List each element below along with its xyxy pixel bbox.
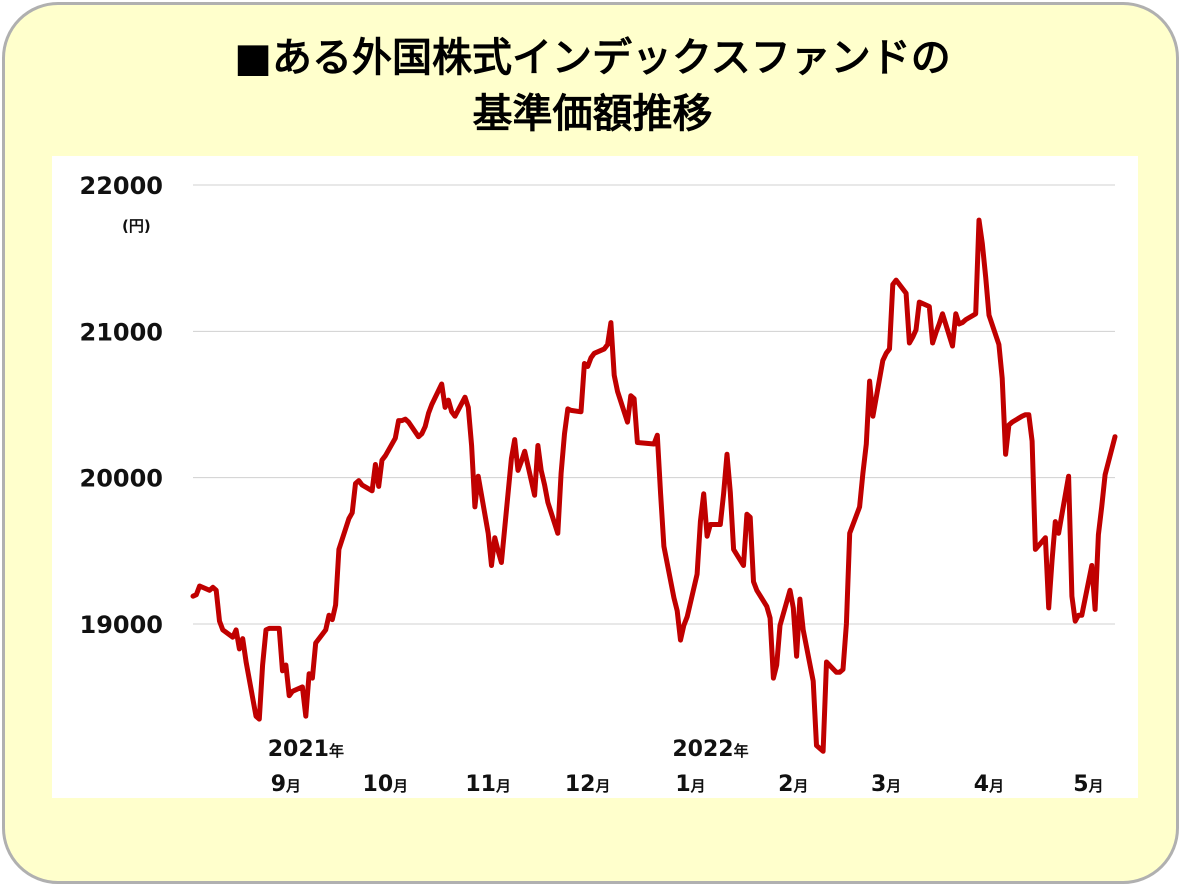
x-tick-label: 2月 [778, 772, 808, 797]
x-tick-label: 10月 [363, 772, 409, 797]
x-tick-label: 12月 [565, 772, 611, 797]
series-line [190, 217, 1118, 754]
gridlines [193, 184, 1115, 625]
x-year-label: 2021年 [268, 737, 344, 762]
y-axis-unit-label: (円) [122, 217, 151, 235]
y-tick-label: 22000 [80, 172, 164, 200]
y-axis-ticks: 19000 20000 21000 22000 [80, 172, 164, 639]
x-tick-label: 1月 [675, 772, 705, 797]
x-tick-label: 4月 [974, 772, 1004, 797]
y-tick-label: 19000 [80, 611, 164, 639]
x-tick-label: 5月 [1073, 772, 1103, 797]
y-tick-label: 21000 [80, 318, 164, 346]
series-group [190, 217, 1118, 754]
chart-title: ■ある外国株式インデックスファンドの 基準価額推移 [0, 30, 1185, 142]
y-tick-label: 20000 [80, 465, 164, 493]
x-tick-label: 9月 [271, 772, 301, 797]
x-axis-ticks: 9月 2021年 10月 11月 12月 1月 2022年 2月 3月 4月 5月 [268, 737, 1104, 797]
chart-title-line-2: 基準価額推移 [472, 91, 713, 137]
chart-title-line-1: ■ある外国株式インデックスファンドの [234, 35, 951, 81]
x-year-label: 2022年 [672, 737, 748, 762]
plot-area [52, 156, 1138, 798]
x-tick-label: 3月 [871, 772, 901, 797]
x-tick-label: 11月 [465, 772, 511, 797]
